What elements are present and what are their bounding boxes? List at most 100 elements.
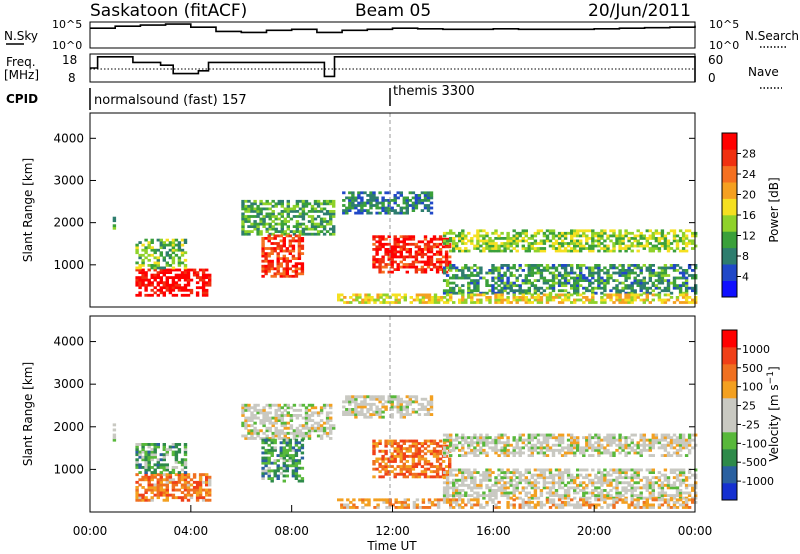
scatter-cell [570,293,574,297]
scatter-cell [259,419,263,422]
scatter-cell [545,496,550,500]
scatter-cell [270,262,274,266]
scatter-cell [435,237,440,241]
scatter-cell [286,199,290,203]
scatter-cell [684,483,689,487]
scatter-cell [445,231,450,235]
scatter-cell [687,436,692,440]
scatter-cell [612,229,616,233]
scatter-cell [396,240,400,244]
scatter-cell [467,500,471,504]
scatter-cell [694,473,698,477]
scatter-cell [348,201,352,205]
scatter-cell [435,454,440,458]
scatter-cell [518,491,522,495]
scatter-cell [470,279,474,282]
scatter-cell [500,436,504,440]
scatter-cell [280,416,284,420]
scatter-cell [348,196,352,200]
scatter-cell [186,498,191,502]
scatter-cell [548,500,553,504]
scatter-cell [442,471,447,474]
scatter-cell [300,443,305,447]
scatter-cell [279,247,283,250]
scatter-cell [645,289,649,293]
scatter-cell [485,239,489,243]
scatter-cell [415,503,420,507]
scatter-cell [429,260,434,264]
scatter-cell [597,234,601,238]
scatter-cell [396,408,400,411]
scatter-cell [479,441,483,445]
scatter-cell [159,480,163,484]
scatter-cell [449,264,453,267]
scatter-cell [654,237,659,240]
scatter-cell [205,480,209,484]
scatter-cell [283,217,287,221]
scatter-cell [597,476,601,480]
scatter-cell [307,227,312,231]
scatter-cell [449,441,453,445]
scatter-cell [417,250,422,254]
scatter-cell [449,468,453,472]
scatter-cell [423,457,428,461]
scatter-cell [518,471,522,474]
scatter-cell [144,455,148,459]
scatter-cell [651,436,655,440]
scatter-cell [479,478,483,482]
scatter-cell [310,225,315,228]
scatter-cell [372,265,376,269]
scatter-cell [369,395,373,399]
scatter-cell [279,446,283,450]
scatter-cell [375,265,379,269]
scatter-cell [645,242,649,245]
scatter-cell [411,255,416,259]
scatter-cell [603,229,607,233]
scatter-cell [506,279,510,282]
scatter-cell [189,288,194,292]
scatter-cell [426,248,431,251]
scatter-cell [470,281,474,285]
scatter-cell [506,284,510,287]
scatter-cell [687,296,692,299]
scatter-cell [527,286,531,290]
scatter-cell [310,406,315,410]
scatter-cell [694,276,698,280]
scatter-cell [675,494,680,497]
scatter-cell [355,298,359,302]
scatter-cell [301,403,306,407]
scatter-cell [684,291,689,295]
scatter-cell [509,249,513,253]
scatter-cell [675,451,680,455]
scatter-cell [639,286,643,290]
scatter-cell [310,227,315,231]
scatter-cell [512,284,516,287]
scatter-cell [494,247,498,250]
scatter-cell [639,279,643,282]
scatter-cell [630,448,634,452]
scatter-cell [369,194,373,197]
scatter-cell [648,506,652,509]
scatter-cell [681,274,686,277]
scatter-cell [618,239,622,243]
scatter-cell [482,473,486,477]
scatter-cell [691,247,695,250]
scatter-cell [452,483,456,487]
scatter-cell [387,263,391,266]
scatter-cell [405,242,409,246]
scatter-cell [497,296,501,299]
scatter-cell [545,279,550,282]
scatter-cell [144,246,148,250]
scatter-cell [570,503,574,507]
scatter-cell [557,301,562,304]
scatter-cell [488,269,492,272]
scatter-cell [515,244,519,248]
scatter-cell [651,483,655,487]
scatter-cell [500,301,504,304]
scatter-cell [384,444,388,448]
scatter-cell [645,438,649,442]
scatter-cell [554,239,559,243]
scatter-cell [329,411,333,415]
scatter-cell [533,296,538,299]
scatter-cell [488,498,492,502]
